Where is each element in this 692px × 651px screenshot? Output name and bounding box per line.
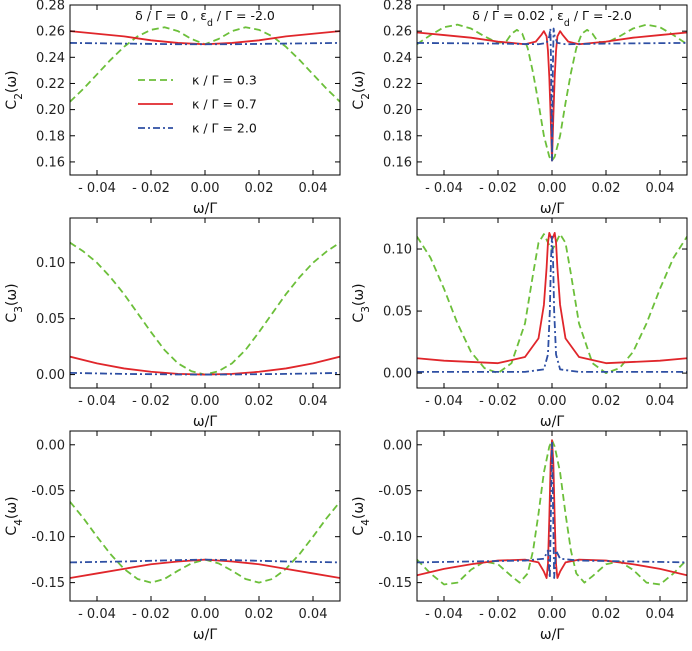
panel-c2-left: - 0.04 - 0.02 0.00 0.02 0.04 0.16 0.18 0.20 0.22…: [4, 0, 341, 217]
plot-frame: [416, 217, 688, 389]
y-axis-label: C4(ω): [4, 496, 25, 535]
series-line-3: [417, 235, 687, 373]
y-tick-label: 0.20: [383, 103, 412, 118]
x-tick-label: 0.00: [191, 394, 220, 409]
x-tick-label: 0.00: [538, 181, 567, 196]
y-axis-label: C3(ω): [351, 283, 372, 322]
series-line-1: [417, 439, 687, 586]
plot-frame: [69, 430, 341, 602]
x-axis-label: ω/Γ: [540, 414, 564, 430]
series-line-1: [417, 23, 687, 162]
legend: κ / Γ = 0.3 κ / Γ = 0.7 κ / Γ = 2.0: [138, 73, 257, 136]
y-axis-label: C4(ω): [351, 496, 372, 535]
y-axis-label: C2(ω): [4, 70, 25, 109]
plot-frame: [69, 4, 341, 176]
y-tick-label: 0.24: [36, 51, 65, 66]
y-axis-label: C3(ω): [4, 283, 25, 322]
plot-frame: [69, 217, 341, 389]
y-tick-label: -0.05: [378, 484, 412, 499]
legend-label: κ / Γ = 0.7: [192, 97, 257, 112]
y-tick-label: 0.22: [383, 77, 412, 92]
parameter-annotation: δ / Γ = 0.02 , εd / Γ = -2.0: [472, 8, 632, 29]
x-axis-label: ω/Γ: [540, 201, 564, 217]
x-tick-label: 0.00: [191, 607, 220, 622]
y-tick-label: -0.15: [378, 576, 412, 591]
x-tick-label: - 0.04: [78, 607, 116, 622]
series-line-1: [70, 241, 340, 376]
x-tick-label: - 0.04: [425, 607, 463, 622]
x-tick-label: 0.00: [191, 181, 220, 196]
series-line-3: [70, 558, 340, 564]
x-tick-label: 0.02: [245, 607, 274, 622]
y-tick-label: 0.00: [383, 367, 412, 382]
y-tick-label: 0.16: [383, 155, 412, 170]
x-tick-label: - 0.02: [479, 607, 517, 622]
series-line-3: [70, 42, 340, 46]
y-tick-label: 0.05: [383, 305, 412, 320]
x-tick-label: 0.04: [646, 394, 675, 409]
y-tick-label: -0.10: [31, 530, 65, 545]
x-tick-label: 0.02: [592, 607, 621, 622]
x-axis-label: ω/Γ: [540, 627, 564, 643]
series-line-3: [417, 27, 687, 162]
y-tick-label: 0.24: [383, 51, 412, 66]
y-tick-label: 0.05: [36, 312, 65, 327]
x-tick-label: - 0.04: [425, 181, 463, 196]
y-tick-label: 0.26: [383, 25, 412, 40]
series-line-3: [417, 441, 687, 579]
series-line-1: [70, 26, 340, 103]
x-tick-label: - 0.04: [78, 181, 116, 196]
x-tick-label: 0.04: [299, 181, 328, 196]
legend-label: κ / Γ = 0.3: [192, 73, 257, 88]
x-tick-label: 0.04: [646, 181, 675, 196]
x-tick-label: - 0.04: [425, 394, 463, 409]
x-tick-label: - 0.02: [132, 394, 170, 409]
x-tick-label: 0.04: [646, 607, 675, 622]
x-tick-label: 0.02: [245, 181, 274, 196]
x-tick-label: - 0.02: [479, 181, 517, 196]
panel-c4-left: - 0.04 - 0.02 0.00 0.02 0.04 -0.15 -0.10 -0.05 0…: [4, 430, 341, 643]
legend-label: κ / Γ = 2.0: [192, 121, 257, 136]
x-tick-label: 0.04: [299, 607, 328, 622]
y-tick-label: 0.22: [36, 77, 65, 92]
y-tick-label: -0.10: [378, 530, 412, 545]
y-tick-label: 0.10: [36, 256, 65, 271]
y-tick-label: 0.00: [36, 368, 65, 383]
y-axis-label: C2(ω): [351, 70, 372, 109]
y-tick-label: 0.00: [383, 438, 412, 453]
y-tick-label: 0.26: [36, 25, 65, 40]
y-tick-label: 0.18: [36, 129, 65, 144]
x-tick-label: - 0.02: [132, 607, 170, 622]
parameter-annotation: δ / Γ = 0 , εd / Γ = -2.0: [135, 8, 275, 29]
y-tick-label: 0.20: [36, 103, 65, 118]
x-axis-label: ω/Γ: [193, 414, 217, 430]
x-tick-label: - 0.02: [479, 394, 517, 409]
x-tick-label: 0.00: [538, 607, 567, 622]
y-tick-label: 0.10: [383, 243, 412, 258]
y-tick-label: -0.15: [31, 576, 65, 591]
y-tick-label: 0.18: [383, 129, 412, 144]
y-tick-label: 0.28: [383, 0, 412, 14]
panel-c3-left: - 0.04 - 0.02 0.00 0.02 0.04 0.00 0.05 0.10 ω/Γ C…: [4, 217, 341, 430]
y-tick-label: -0.05: [31, 484, 65, 499]
x-tick-label: - 0.02: [132, 181, 170, 196]
x-tick-label: 0.02: [245, 394, 274, 409]
y-tick-label: 0.16: [36, 155, 65, 170]
y-tick-label: 0.28: [36, 0, 65, 14]
series-line-2: [70, 355, 340, 376]
x-tick-label: - 0.04: [78, 394, 116, 409]
x-tick-label: 0.00: [538, 394, 567, 409]
x-axis-label: ω/Γ: [193, 201, 217, 217]
y-tick-label: 0.00: [36, 438, 65, 453]
series-line-3: [70, 372, 340, 376]
x-tick-label: 0.02: [592, 394, 621, 409]
x-tick-label: 0.02: [592, 181, 621, 196]
panel-c2-right: - 0.04 - 0.02 0.00 0.02 0.04 0.16 0.18 0.20 0.22…: [351, 0, 688, 217]
panel-c3-right: - 0.04 - 0.02 0.00 0.02 0.04 0.00 0.05 0.10 ω/Γ C…: [351, 217, 688, 430]
x-tick-label: 0.04: [299, 394, 328, 409]
x-axis-label: ω/Γ: [193, 627, 217, 643]
series-line-2: [70, 30, 340, 46]
panel-c4-right: - 0.04 - 0.02 0.00 0.02 0.04 -0.15 -0.10 -0.05 0…: [351, 430, 688, 643]
